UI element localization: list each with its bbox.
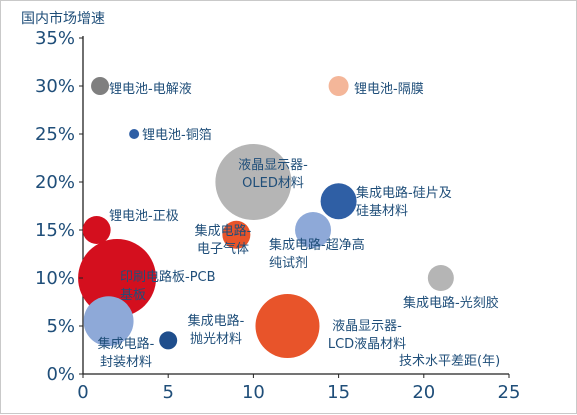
bubble-label: 集成电路-超净高纯试剂 (269, 237, 365, 271)
bubble-label-line: 锂电池-电解液 (109, 82, 192, 97)
x-tick-label: 0 (77, 382, 88, 403)
bubble-label-line: 集成电路-硅片及 (356, 185, 452, 201)
bubble-label: 印刷电路板-PCB 基板 (120, 269, 216, 303)
bubble-label-line: 基板 (120, 288, 146, 303)
y-tick-label: 10% (35, 268, 75, 289)
x-tick-label: 20 (412, 382, 435, 403)
x-tick-label: 5 (162, 382, 173, 403)
bubble-point (215, 144, 292, 220)
bubble-point (159, 331, 178, 350)
bubble-label: 集成电路- 电子气体 (195, 223, 252, 257)
bubble-point (91, 77, 110, 95)
bubble-label-line: 液晶显示器- (332, 319, 402, 334)
y-tick-label: 35% (35, 28, 75, 49)
bubble-point (83, 296, 134, 347)
bubble-label-line: 集成电路-超净高 (269, 237, 365, 253)
y-tick-label: 30% (35, 76, 75, 97)
bubble-label: 集成电路-硅片及硅基材料 (356, 185, 452, 219)
bubble-label: 锂电池-隔膜 (354, 82, 424, 97)
bubble-point (82, 216, 111, 244)
bubble-point (222, 220, 251, 249)
x-tick-label: 15 (327, 382, 350, 403)
bubble-label: 液晶显示器- LCD液晶材料 (328, 319, 406, 352)
bubble-point (255, 294, 320, 358)
bubble-label: 液晶显示器- OLED材料 (238, 158, 308, 191)
bubble-label: 集成电路- 封装材料 (98, 336, 155, 370)
bubble-point (129, 129, 140, 139)
bubble-point (295, 212, 332, 248)
bubble-label-line: 纯试剂 (269, 256, 308, 271)
bubble-point (78, 239, 157, 317)
y-tick-label: 5% (46, 316, 75, 337)
x-tick-label: 10 (242, 382, 265, 403)
bubble-label-line: 电子气体 (197, 241, 249, 257)
y-tick-label: 25% (35, 124, 75, 145)
bubble-label-line: 锂电池-正极 (109, 209, 179, 224)
bubble-label-line: 集成电路-光刻胶 (403, 295, 499, 311)
y-axis-label: 国内市场增速 (21, 10, 105, 27)
bubble-label-line: 硅基材料 (356, 204, 408, 219)
y-tick-label: 20% (35, 172, 75, 193)
x-axis-label: 技术水平差距(年) (399, 354, 500, 369)
bubble-label: 锂电池-电解液 (109, 82, 192, 97)
bubble-label-line: 锂电池-隔膜 (354, 82, 424, 97)
bubble-label-line: 集成电路- (98, 336, 155, 352)
bubble-label-line: 锂电池-铜箔 (142, 127, 212, 143)
bubble-label-line: 封装材料 (100, 355, 152, 370)
bubble-label: 集成电路-光刻胶 (403, 295, 499, 311)
bubble-label-line: 印刷电路板-PCB (120, 269, 216, 285)
bubble-label-line: 集成电路- (188, 313, 245, 329)
bubble-point (320, 183, 357, 220)
bubble-label-line: 液晶显示器- (238, 158, 308, 173)
bubble-point (427, 265, 454, 291)
bubble-label-line: OLED材料 (242, 176, 304, 191)
bubble-label: 集成电路- 抛光材料 (188, 313, 245, 347)
bubble-label-line: 集成电路- (195, 223, 252, 239)
y-tick-label: 0% (46, 364, 75, 385)
bubble-label-line: 抛光材料 (190, 332, 242, 347)
y-tick-label: 15% (35, 220, 75, 241)
x-tick-label: 25 (498, 382, 521, 403)
bubble-label: 锂电池-正极 (109, 209, 179, 224)
bubble-label-line: LCD液晶材料 (328, 337, 406, 352)
bubble-point (328, 76, 349, 96)
bubble-label: 锂电池-铜箔 (142, 127, 212, 143)
